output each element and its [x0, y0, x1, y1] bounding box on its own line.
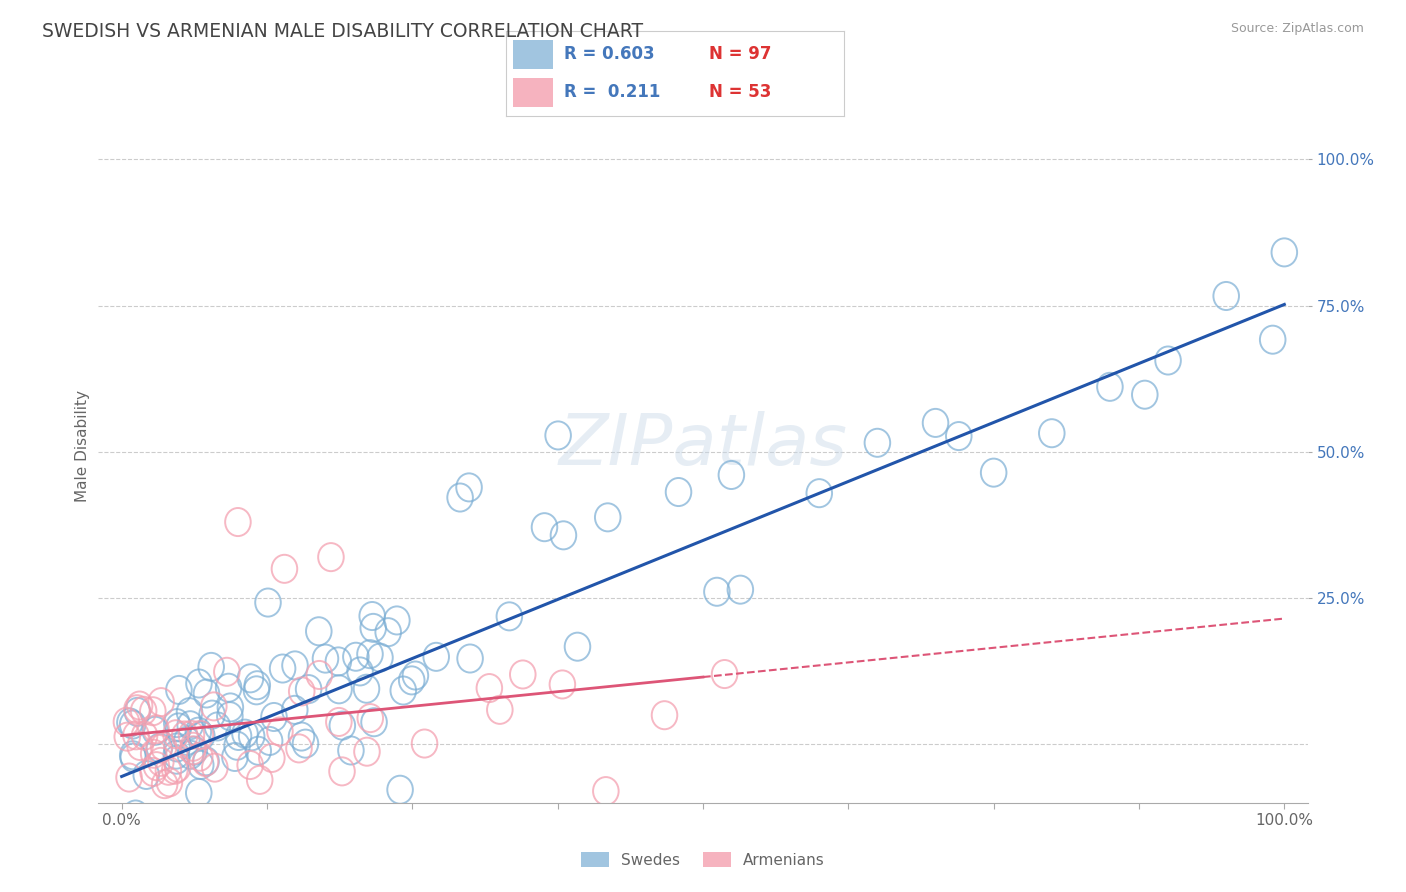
Legend: Swedes, Armenians: Swedes, Armenians: [575, 846, 831, 873]
Y-axis label: Male Disability: Male Disability: [75, 390, 90, 502]
Text: Source: ZipAtlas.com: Source: ZipAtlas.com: [1230, 22, 1364, 36]
Text: N = 53: N = 53: [709, 83, 770, 101]
Text: R = 0.603: R = 0.603: [564, 45, 654, 63]
Text: ZIPatlas: ZIPatlas: [558, 411, 848, 481]
Text: SWEDISH VS ARMENIAN MALE DISABILITY CORRELATION CHART: SWEDISH VS ARMENIAN MALE DISABILITY CORR…: [42, 22, 644, 41]
Text: N = 97: N = 97: [709, 45, 770, 63]
FancyBboxPatch shape: [513, 78, 554, 108]
FancyBboxPatch shape: [513, 40, 554, 70]
Text: R =  0.211: R = 0.211: [564, 83, 659, 101]
